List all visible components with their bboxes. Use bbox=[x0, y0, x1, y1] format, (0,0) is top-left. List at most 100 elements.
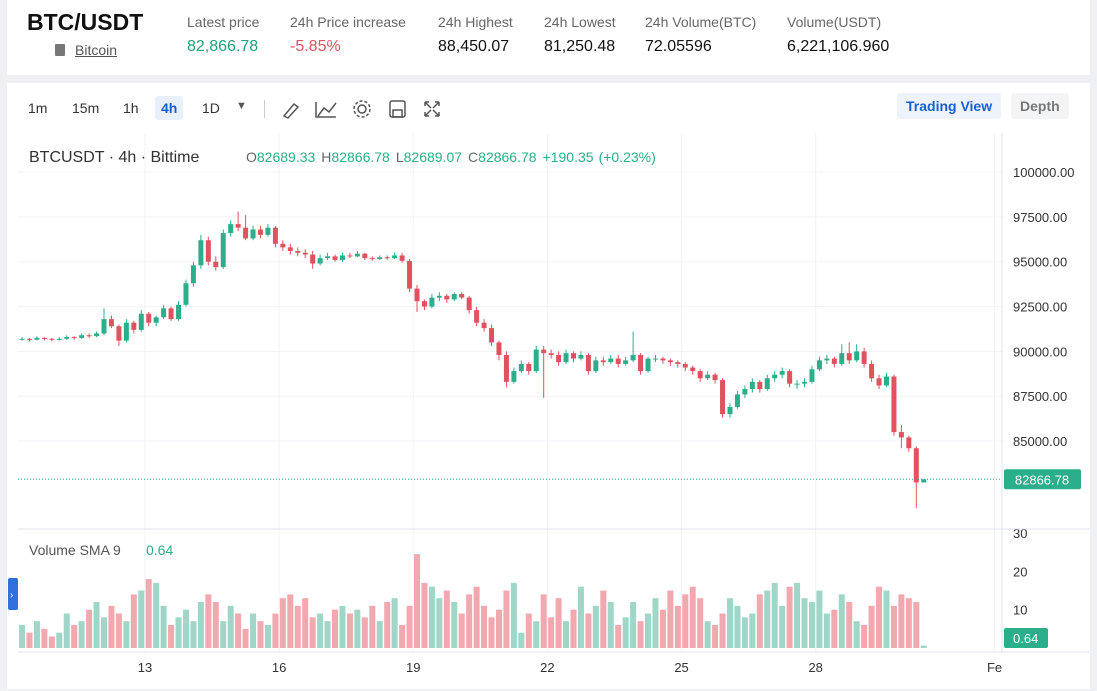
candle-body bbox=[272, 227, 278, 244]
interval-button[interactable]: 15m bbox=[72, 100, 100, 116]
volume-bar bbox=[667, 590, 674, 648]
volume-bar bbox=[227, 605, 234, 648]
legend-title: BTCUSDT · 4h · Bittime bbox=[29, 149, 200, 166]
y-tick-label: 100000.00 bbox=[1013, 165, 1074, 180]
legend-key: O bbox=[246, 149, 257, 165]
interval-button[interactable]: 1m bbox=[28, 100, 48, 116]
volume-bar bbox=[786, 586, 793, 648]
candle-body bbox=[116, 326, 122, 341]
candle-body bbox=[816, 360, 822, 370]
volume-bar bbox=[503, 590, 510, 648]
candle-body bbox=[645, 358, 651, 372]
volume-bar bbox=[913, 602, 920, 648]
candle-body bbox=[49, 338, 55, 340]
interval-button[interactable]: 1D bbox=[202, 100, 220, 116]
trading-view-tab[interactable]: Trading View bbox=[897, 93, 1002, 119]
volume-bar bbox=[652, 598, 659, 648]
volume-bar bbox=[689, 586, 696, 648]
volume-bar bbox=[86, 609, 93, 648]
volume-bar bbox=[160, 605, 167, 648]
candle-body bbox=[675, 362, 681, 364]
asset-link[interactable]: Bitcoin bbox=[75, 42, 118, 58]
stat-value: 81,250.48 bbox=[544, 38, 616, 55]
header-card bbox=[7, 0, 1090, 75]
legend-key: H bbox=[321, 149, 331, 165]
candle-body bbox=[280, 243, 286, 248]
volume-bar bbox=[257, 621, 264, 648]
candle-body bbox=[638, 354, 644, 372]
candle-body bbox=[809, 369, 815, 382]
legend-value: 82866.78 bbox=[478, 149, 537, 165]
candle-body bbox=[787, 371, 793, 384]
volume-bar bbox=[332, 609, 339, 648]
volume-bar bbox=[317, 613, 324, 648]
volume-bar bbox=[682, 594, 689, 648]
candle-body bbox=[56, 338, 62, 340]
volume-bar bbox=[645, 613, 652, 648]
volume-bar bbox=[861, 625, 868, 648]
volume-bar bbox=[294, 605, 301, 648]
candle-body bbox=[407, 260, 413, 289]
volume-bar bbox=[883, 590, 890, 648]
tool-icons[interactable] bbox=[280, 98, 445, 120]
volume-bar bbox=[197, 602, 204, 648]
stat-label: 24h Volume(BTC) bbox=[645, 14, 757, 30]
volume-bar bbox=[361, 617, 368, 648]
volume-bar bbox=[756, 594, 763, 648]
candle-body bbox=[563, 353, 569, 363]
volume-bar bbox=[339, 605, 346, 648]
candle-body bbox=[71, 337, 77, 339]
candle-body bbox=[213, 261, 219, 268]
volume-bar bbox=[518, 632, 525, 648]
volume-bar bbox=[540, 594, 547, 648]
stat-value: 82,866.78 bbox=[187, 38, 259, 55]
volume-bar bbox=[630, 602, 637, 648]
interval-button[interactable]: 4h bbox=[155, 96, 184, 120]
candle-body bbox=[384, 257, 390, 259]
candle-body bbox=[720, 380, 726, 415]
candle-body bbox=[779, 371, 785, 375]
volume-bar bbox=[838, 594, 845, 648]
legend-value: 82689.07 bbox=[404, 149, 463, 165]
candle-body bbox=[682, 363, 688, 368]
volume-bar bbox=[235, 613, 242, 648]
stat-value: -5.85% bbox=[290, 38, 341, 55]
y-tick-label: 90000.00 bbox=[1013, 344, 1067, 359]
candle-body bbox=[243, 227, 249, 239]
separator bbox=[264, 100, 265, 118]
candle-body bbox=[474, 310, 480, 323]
volume-bar bbox=[801, 598, 808, 648]
side-tab[interactable] bbox=[8, 578, 18, 610]
volume-bar bbox=[302, 598, 309, 648]
volume-bar bbox=[808, 602, 815, 648]
volume-bar bbox=[168, 625, 175, 648]
volume-bar bbox=[56, 632, 63, 648]
volume-bar bbox=[495, 609, 502, 648]
depth-tab[interactable]: Depth bbox=[1011, 93, 1069, 119]
volume-bar bbox=[413, 554, 420, 648]
candle-body bbox=[205, 240, 211, 262]
candle-body bbox=[906, 437, 912, 449]
volume-bar bbox=[794, 582, 801, 648]
candle-body bbox=[325, 256, 331, 259]
candle-body bbox=[921, 479, 927, 483]
candle-body bbox=[854, 351, 860, 361]
candle-body bbox=[220, 233, 226, 268]
candle-body bbox=[295, 250, 301, 253]
side-tab-arrow: › bbox=[10, 590, 13, 601]
interval-dropdown[interactable]: ▼ bbox=[236, 100, 247, 112]
volume-bar bbox=[555, 598, 562, 648]
volume-bar bbox=[33, 621, 40, 648]
volume-bar bbox=[719, 613, 726, 648]
candle-body bbox=[734, 394, 740, 407]
candle-body bbox=[198, 240, 204, 266]
volume-bar bbox=[287, 594, 294, 648]
candle-body bbox=[429, 297, 435, 307]
candle-body bbox=[824, 358, 830, 361]
volume-bar bbox=[108, 605, 115, 648]
interval-button[interactable]: 1h bbox=[123, 100, 139, 116]
candle-body bbox=[369, 258, 375, 260]
candle-body bbox=[228, 224, 234, 234]
legend-change: +190.35 bbox=[543, 149, 594, 165]
